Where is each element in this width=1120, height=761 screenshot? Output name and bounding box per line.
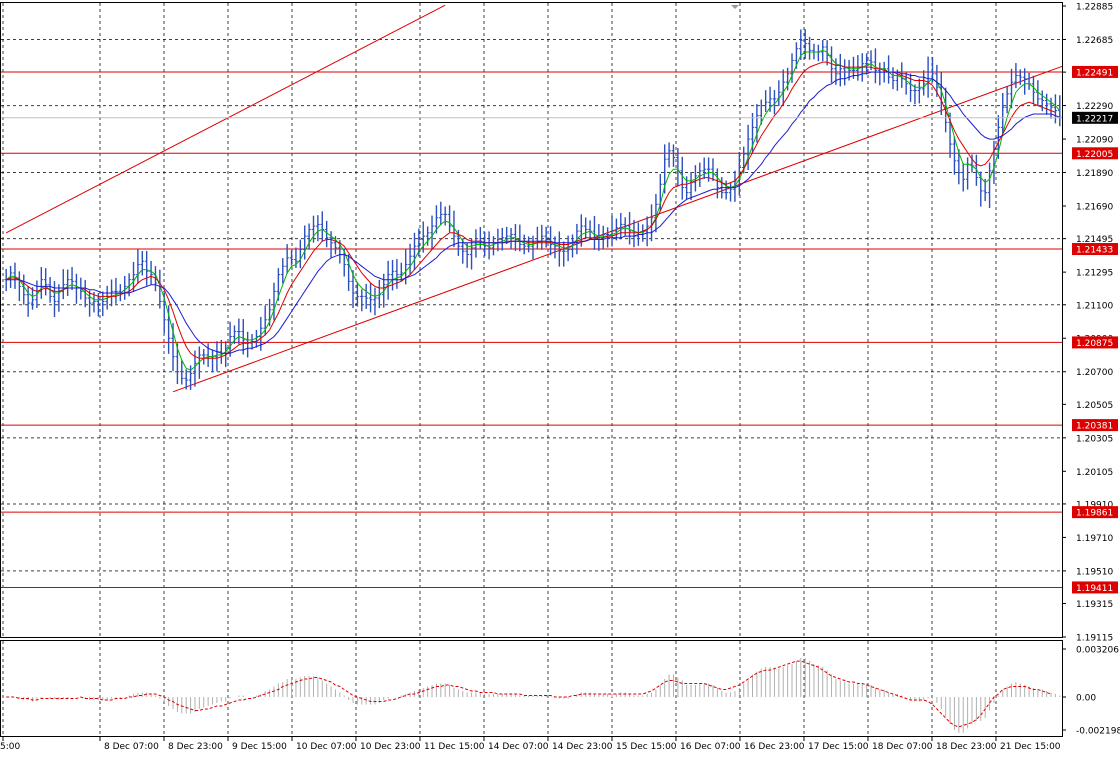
current-price-label: 1.22217 — [1076, 114, 1113, 124]
x-tick-label: 15 Dec 15:00 — [616, 742, 677, 752]
x-tick-label: 10 Dec 07:00 — [296, 742, 357, 752]
y-tick-label: 1.20105 — [1076, 468, 1113, 478]
level-price-tag — [1072, 506, 1118, 519]
level-price-tag — [1072, 419, 1118, 432]
x-tick-label: 21 Dec 15:00 — [1000, 742, 1061, 752]
level-price-label: 1.22491 — [1076, 68, 1113, 78]
level-price-label: 1.20381 — [1076, 422, 1113, 432]
x-tick-label: 14 Dec 23:00 — [552, 742, 613, 752]
level-price-tag — [1072, 243, 1118, 256]
x-tick-label: 5:00 — [0, 742, 20, 752]
y-tick-label: 1.19910 — [1076, 500, 1113, 510]
y-tick-label: 1.22685 — [1076, 36, 1113, 46]
level-price-label: 1.21433 — [1076, 246, 1113, 256]
x-tick-label: 16 Dec 23:00 — [744, 742, 805, 752]
y-tick-label: 1.19510 — [1076, 567, 1113, 577]
y-tick-label: 1.19710 — [1076, 534, 1113, 544]
y-tick-label: 1.21495 — [1076, 235, 1113, 245]
oscillator-histogram — [18, 658, 1061, 733]
main-plot-frame — [0, 2, 1063, 638]
y-tick-label: 1.21890 — [1076, 169, 1113, 179]
level-price-label: 1.19861 — [1076, 509, 1113, 519]
x-tick-label: 8 Dec 23:00 — [168, 742, 223, 752]
moving-average-ma-slow — [6, 71, 1060, 354]
oscillator-plot-frame — [0, 640, 1063, 737]
y-tick-label: 1.20700 — [1076, 368, 1113, 378]
y-tick-label: 1.19115 — [1076, 634, 1113, 644]
y-tick-label: 1.21100 — [1076, 301, 1113, 311]
level-price-tag — [1072, 336, 1118, 349]
y-tick-label: 1.22885 — [1076, 3, 1113, 13]
x-tick-label: 9 Dec 15:00 — [232, 742, 287, 752]
x-tick-label: 10 Dec 23:00 — [360, 742, 421, 752]
current-price-tag — [1072, 111, 1118, 124]
osc-tick-label: 0.003206 — [1076, 646, 1119, 656]
y-tick-label: 1.21690 — [1076, 203, 1113, 213]
osc-tick-label: 0.00 — [1076, 694, 1096, 704]
moving-average-ma-medium — [6, 61, 1056, 359]
x-tick-label: 18 Dec 23:00 — [936, 742, 997, 752]
trend-lines — [5, 4, 1062, 393]
trend-line — [5, 4, 446, 234]
x-tick-label: 18 Dec 07:00 — [872, 742, 933, 752]
chart-shift-marker[interactable] — [731, 5, 739, 9]
y-tick-label: 1.19315 — [1076, 600, 1113, 610]
moving-average-ma-fast — [5, 49, 1061, 371]
x-tick-label: 14 Dec 07:00 — [488, 742, 549, 752]
y-tick-label: 1.20305 — [1076, 434, 1113, 444]
level-price-label: 1.19411 — [1076, 584, 1113, 594]
y-tick-label: 1.20505 — [1076, 401, 1113, 411]
oscillator-signal-line — [6, 660, 1052, 728]
osc-tick-label: -0.002198 — [1076, 727, 1120, 737]
x-tick-label: 16 Dec 07:00 — [680, 742, 741, 752]
y-tick-label: 1.22290 — [1076, 102, 1113, 112]
level-price-tag — [1072, 581, 1118, 594]
x-tick-label: 11 Dec 15:00 — [424, 742, 485, 752]
trend-line — [172, 65, 1062, 393]
x-tick-label: 17 Dec 15:00 — [808, 742, 869, 752]
y-tick-label: 1.22090 — [1076, 136, 1113, 146]
x-tick-label: 8 Dec 07:00 — [104, 742, 159, 752]
price-series — [4, 29, 1062, 390]
level-price-tag — [1072, 65, 1118, 78]
level-price-tag — [1072, 147, 1118, 160]
y-tick-label: 1.21295 — [1076, 269, 1113, 279]
level-price-label: 1.20875 — [1076, 339, 1113, 349]
level-price-label: 1.22005 — [1076, 150, 1113, 160]
